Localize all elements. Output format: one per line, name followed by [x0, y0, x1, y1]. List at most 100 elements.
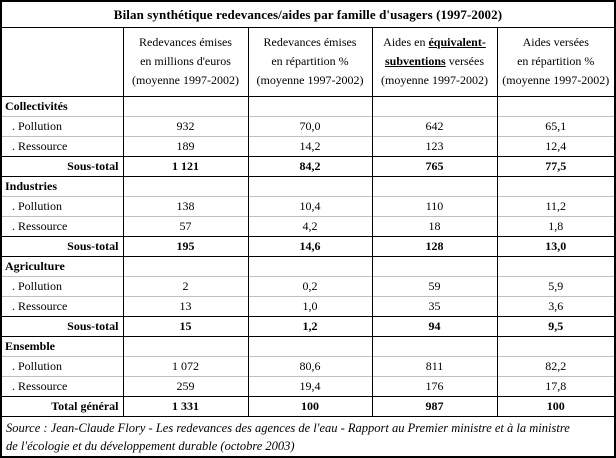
- value-cell: 12,4: [496, 135, 614, 156]
- source-note-line1: Source : Jean-Claude Flory - Les redevan…: [6, 421, 570, 435]
- value-cell: 0,2: [247, 275, 372, 296]
- data-row: . Pollution 932 70,0 642 65,1: [2, 115, 614, 136]
- total-value-cell: 84,2: [247, 155, 372, 176]
- total-value-cell: 77,5: [496, 155, 614, 176]
- data-row: . Ressource 57 4,2 18 1,8: [2, 215, 614, 236]
- value-cell: 70,0: [247, 115, 372, 136]
- header-line: en répartition %: [271, 54, 349, 69]
- header-line: (moyenne 1997-2002): [381, 73, 488, 88]
- total-value-cell: 765: [371, 155, 497, 176]
- data-row: . Ressource 189 14,2 123 12,4: [2, 135, 614, 156]
- section-header-row: Industries: [2, 175, 614, 196]
- total-value-cell: 195: [122, 235, 248, 256]
- value-cell: 110: [371, 195, 497, 216]
- header-line: en millions d'euros: [140, 54, 231, 69]
- row-label: . Ressource: [2, 295, 123, 316]
- total-value-cell: 100: [496, 395, 614, 416]
- row-label: . Pollution: [2, 275, 123, 296]
- total-value-cell: 1,2: [247, 315, 372, 336]
- value-cell: 1 072: [122, 355, 248, 376]
- value-cell: 138: [122, 195, 248, 216]
- row-label: . Ressource: [2, 215, 123, 236]
- header-line: Aides versées: [522, 34, 589, 49]
- total-row: Total général 1 331 100 987 100: [2, 395, 614, 416]
- value-cell: 642: [371, 115, 497, 136]
- total-value-cell: 14,6: [247, 235, 372, 256]
- value-cell: 10,4: [247, 195, 372, 216]
- total-row: Sous-total 15 1,2 94 9,5: [2, 315, 614, 336]
- total-value-cell: 94: [371, 315, 497, 336]
- empty-cell: [371, 255, 497, 276]
- header-line: Aides en: [383, 34, 429, 49]
- value-cell: 123: [371, 135, 497, 156]
- value-cell: 3,6: [496, 295, 614, 316]
- value-cell: 2: [122, 275, 248, 296]
- table-body: Collectivités. Pollution 932 70,0 642 65,1. …: [2, 95, 614, 416]
- total-value-cell: 1 331: [122, 395, 248, 416]
- section-header-row: Ensemble: [2, 335, 614, 356]
- empty-cell: [371, 175, 497, 196]
- section-header-row: Agriculture: [2, 255, 614, 276]
- empty-cell: [496, 95, 614, 116]
- section-name: Ensemble: [2, 335, 123, 356]
- value-cell: 5,9: [496, 275, 614, 296]
- value-cell: 17,8: [496, 375, 614, 396]
- value-cell: 259: [122, 375, 248, 396]
- value-cell: 82,2: [496, 355, 614, 376]
- data-row: . Ressource 13 1,0 35 3,6: [2, 295, 614, 316]
- value-cell: 59: [371, 275, 497, 296]
- value-cell: 811: [371, 355, 497, 376]
- total-value-cell: 100: [247, 395, 372, 416]
- empty-cell: [247, 95, 372, 116]
- value-cell: 4,2: [247, 215, 372, 236]
- header-empty-cell: [2, 28, 123, 97]
- header-line: (moyenne 1997-2002): [502, 73, 610, 88]
- value-cell: 11,2: [496, 195, 614, 216]
- total-label: Sous-total: [2, 155, 123, 176]
- total-value-cell: 1 121: [122, 155, 248, 176]
- data-row: . Ressource 259 19,4 176 17,8: [2, 375, 614, 396]
- value-cell: 35: [371, 295, 497, 316]
- empty-cell: [247, 335, 372, 356]
- total-value-cell: 9,5: [496, 315, 614, 336]
- source-note-line2: de l'écologie et du développement durabl…: [6, 438, 295, 453]
- section-name: Agriculture: [2, 255, 123, 276]
- total-value-cell: 13,0: [496, 235, 614, 256]
- total-value-cell: 15: [122, 315, 248, 336]
- section-name: Collectivités: [2, 95, 123, 116]
- empty-cell: [496, 335, 614, 356]
- value-cell: 189: [122, 135, 248, 156]
- total-label: Total général: [2, 395, 123, 416]
- total-label: Sous-total: [2, 235, 123, 256]
- header-line: (moyenne 1997-2002): [256, 73, 364, 88]
- header-row: Redevances émises en millions d'euros (m…: [2, 28, 614, 97]
- data-row: . Pollution 1 072 80,6 811 82,2: [2, 355, 614, 376]
- value-cell: 80,6: [247, 355, 372, 376]
- total-row: Sous-total 195 14,6 128 13,0: [2, 235, 614, 256]
- total-label: Sous-total: [2, 315, 123, 336]
- empty-cell: [371, 95, 497, 116]
- empty-cell: [496, 255, 614, 276]
- empty-cell: [371, 335, 497, 356]
- value-cell: 932: [122, 115, 248, 136]
- total-value-cell: 128: [371, 235, 497, 256]
- empty-cell: [247, 175, 372, 196]
- header-redevances-repartition: Redevances émises en répartition % (moye…: [247, 28, 372, 97]
- row-label: . Ressource: [2, 135, 123, 156]
- source-note: Source : Jean-Claude Flory - Les redevan…: [2, 416, 614, 455]
- value-cell: 57: [122, 215, 248, 236]
- header-line: Redevances émises: [263, 34, 357, 49]
- row-label: . Pollution: [2, 195, 123, 216]
- empty-cell: [122, 335, 248, 356]
- total-value-cell: 987: [371, 395, 497, 416]
- data-row: . Pollution 138 10,4 110 11,2: [2, 195, 614, 216]
- value-cell: 14,2: [247, 135, 372, 156]
- value-cell: 1,0: [247, 295, 372, 316]
- row-label: . Pollution: [2, 115, 123, 136]
- value-cell: 18: [371, 215, 497, 236]
- empty-cell: [122, 95, 248, 116]
- section-header-row: Collectivités: [2, 95, 614, 116]
- row-label: . Ressource: [2, 375, 123, 396]
- total-row: Sous-total 1 121 84,2 765 77,5: [2, 155, 614, 176]
